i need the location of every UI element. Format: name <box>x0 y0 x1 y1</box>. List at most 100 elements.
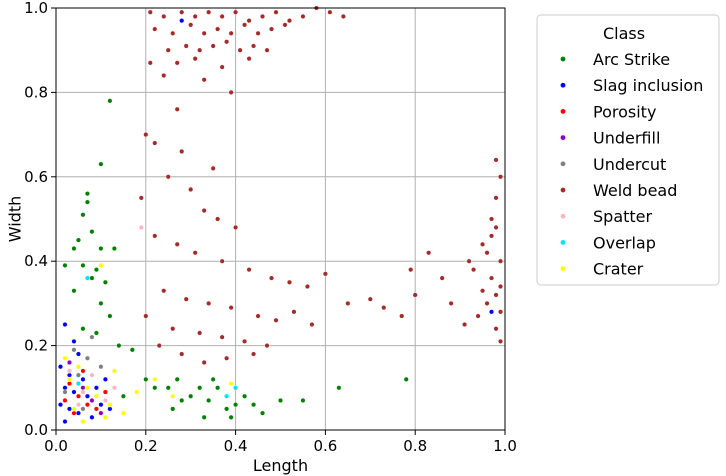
data-point <box>493 326 499 332</box>
data-point <box>152 385 158 391</box>
legend-items: Arc Strike Slag inclusion Porosity Underfil… <box>560 50 703 279</box>
data-point <box>215 216 221 222</box>
data-point <box>66 406 72 412</box>
data-point <box>188 393 194 399</box>
data-point <box>327 9 333 15</box>
data-point <box>165 174 171 180</box>
data-point <box>498 338 504 344</box>
data-point <box>170 406 176 412</box>
data-point <box>89 275 95 281</box>
legend-label: Crater <box>593 260 644 279</box>
data-point <box>152 26 158 32</box>
data-point <box>71 389 77 395</box>
data-point <box>143 376 149 382</box>
data-point <box>260 13 266 19</box>
data-point <box>89 229 95 235</box>
legend-label: Porosity <box>593 102 656 121</box>
data-point <box>120 410 126 416</box>
data-point <box>75 381 81 387</box>
data-point <box>206 9 212 15</box>
data-point <box>98 402 104 408</box>
data-point <box>255 30 261 36</box>
y-axis-label: Width <box>6 196 25 242</box>
data-point <box>174 241 180 247</box>
data-point <box>309 322 315 328</box>
data-point <box>71 406 77 412</box>
data-point <box>475 313 481 319</box>
data-point <box>161 13 167 19</box>
data-point <box>93 267 99 273</box>
data-point <box>300 397 306 403</box>
data-point <box>107 98 113 104</box>
data-point <box>80 419 86 425</box>
data-point <box>462 322 468 328</box>
data-point <box>179 148 185 154</box>
data-point <box>264 343 270 349</box>
data-point <box>179 9 185 15</box>
data-point <box>111 368 117 374</box>
data-point <box>165 385 171 391</box>
data-point <box>367 296 373 302</box>
data-point <box>84 402 90 408</box>
data-point <box>143 132 149 138</box>
y-tick-label: 0.4 <box>24 252 48 270</box>
data-points <box>57 5 504 425</box>
data-point <box>62 419 68 425</box>
data-point <box>179 351 185 357</box>
data-point <box>98 364 104 370</box>
data-point <box>84 191 90 197</box>
data-point <box>107 406 113 412</box>
data-point <box>246 267 252 273</box>
legend-item: Crater <box>560 260 644 279</box>
data-point <box>448 300 454 306</box>
data-point <box>138 195 144 201</box>
data-point <box>89 372 95 378</box>
data-point <box>71 347 77 353</box>
series-porosity <box>62 368 108 416</box>
data-point <box>80 212 86 218</box>
data-point <box>273 9 279 15</box>
data-point <box>228 30 234 36</box>
legend-marker <box>560 82 566 88</box>
data-point <box>246 18 252 24</box>
data-point <box>269 275 275 281</box>
data-point <box>480 241 486 247</box>
series-crater <box>62 262 234 425</box>
data-point <box>66 368 72 374</box>
data-point <box>84 393 90 399</box>
data-point <box>80 262 86 268</box>
data-point <box>147 60 153 66</box>
data-point <box>62 322 68 328</box>
data-point <box>138 224 144 230</box>
x-tick-label: 0.2 <box>134 437 158 455</box>
data-point <box>233 402 239 408</box>
data-point <box>345 300 351 306</box>
data-point <box>188 22 194 28</box>
data-point <box>255 313 261 319</box>
legend-marker <box>560 134 566 141</box>
legend-item: Overlap <box>560 233 656 252</box>
data-point <box>264 47 270 53</box>
data-point <box>75 402 81 408</box>
data-point <box>493 292 499 298</box>
data-point <box>75 351 81 357</box>
x-tick-label: 0.8 <box>403 437 427 455</box>
data-point <box>219 64 225 70</box>
data-point <box>174 60 180 66</box>
x-axis-label: Length <box>253 456 308 475</box>
data-point <box>111 246 117 252</box>
legend-label: Underfill <box>593 129 660 148</box>
data-point <box>98 262 104 268</box>
data-point <box>489 233 495 239</box>
data-point <box>493 224 499 230</box>
data-point <box>197 330 203 336</box>
data-point <box>246 56 252 62</box>
data-point <box>498 258 504 264</box>
legend-item: Spatter <box>560 207 653 226</box>
data-point <box>75 237 81 243</box>
data-point <box>228 414 234 420</box>
data-point <box>62 397 68 403</box>
data-point <box>304 284 310 290</box>
data-point <box>192 250 198 256</box>
legend-label: Slag inclusion <box>593 76 703 95</box>
